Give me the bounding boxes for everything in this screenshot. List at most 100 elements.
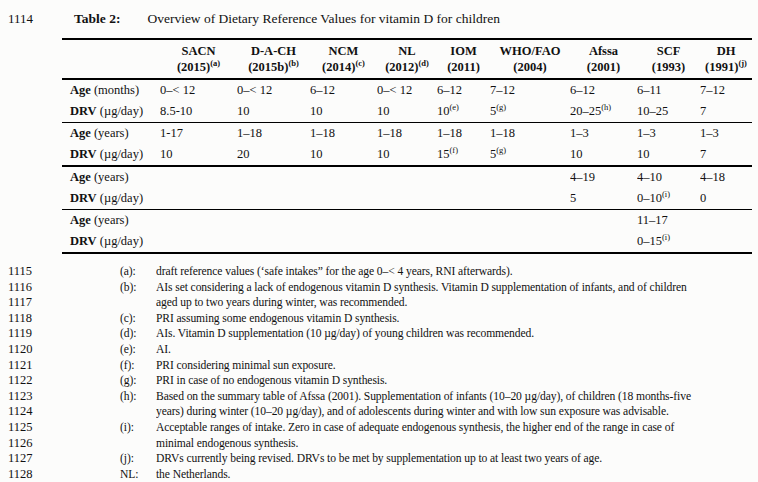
footnote-text: draft reference values (‘safe intakes” f… (156, 264, 758, 280)
row-label: Age (years) (62, 166, 160, 188)
table-cell: 1–3 (637, 123, 700, 145)
footnote-text: AIs. Vitamin D supplementation (10 µg/da… (156, 326, 758, 342)
table-cell: 20–25(h) (570, 101, 637, 123)
column-org-name: SACN (160, 43, 237, 59)
footnote-line: 1121(f):PRI considering minimal sun expo… (0, 358, 758, 374)
drv-table: SACN(2015)(a)D-A-CH(2015b)(b)NCM(2014)(c… (62, 38, 752, 254)
table-cell: 6–12 (437, 79, 490, 101)
table-cell (160, 166, 237, 188)
table-cell (237, 188, 310, 210)
footnote-line: 1117aged up to two years during winter, … (0, 295, 758, 311)
row-label: DRV (µg/day) (62, 144, 160, 166)
table-cell: 6–12 (310, 79, 377, 101)
table-cell: 10 (377, 144, 437, 166)
footnote-marker: (a): (120, 264, 156, 280)
corner-cell (62, 39, 160, 79)
column-header: SACN(2015)(a) (160, 39, 237, 79)
table-cell: 10 (377, 101, 437, 123)
footnote-text: Acceptable ranges of intake. Zero in cas… (156, 420, 758, 436)
footnote-line: 1116(b):AIs set considering a lack of en… (0, 280, 758, 296)
footnote-line-number: 1123 (0, 389, 120, 405)
footnote-line: 1120(e):AI. (0, 342, 758, 358)
table-cell: 1–18 (437, 123, 490, 145)
column-year: (2014)(c) (310, 59, 377, 75)
table-cell (160, 188, 237, 210)
footnote-marker: (i): (120, 420, 156, 436)
footnote-text: PRI assuming some endogenous vitamin D s… (156, 311, 758, 327)
footnote-text: Based on the summary table of Afssa (200… (156, 389, 758, 405)
table-cell (377, 231, 437, 253)
footnote-line-number: 1116 (0, 280, 120, 296)
table-cell (490, 166, 570, 188)
table-cell (310, 231, 377, 253)
table-row: Age (years)4–194–104–18 (62, 166, 752, 188)
footnote-line-number: 1121 (0, 358, 120, 374)
footnote-line: 1126 minimal endogenous synthesis. (0, 436, 758, 452)
row-label: DRV (µg/day) (62, 188, 160, 210)
footnote-line: 1124years) during winter (10–20 µg/day),… (0, 404, 758, 420)
table-cell: 1–18 (237, 123, 310, 145)
table-cell: 15(f) (437, 144, 490, 166)
table-cell (490, 188, 570, 210)
footnote-line-number: 1120 (0, 342, 120, 358)
table-cell (237, 231, 310, 253)
footnote-line: 1119(d):AIs. Vitamin D supplementation (… (0, 326, 758, 342)
table-cell: 4–10 (637, 166, 700, 188)
table-cell (160, 210, 237, 232)
footnote-marker: (b): (120, 280, 156, 296)
footnote-line-number: 1124 (0, 404, 120, 420)
table-cell: 0–15(i) (637, 231, 700, 253)
footnote-line-number: 1122 (0, 373, 120, 389)
footnote-marker (120, 404, 156, 420)
table-cell: 1–3 (700, 123, 752, 145)
table-cell: 4–18 (700, 166, 752, 188)
table-cell (377, 210, 437, 232)
column-year: (2004) (490, 59, 570, 75)
footnote-marker: (d): (120, 326, 156, 342)
table-cell: 10(e) (437, 101, 490, 123)
footnote-text: PRI considering minimal sun exposure. (156, 358, 758, 374)
column-year: (2012)(d) (377, 59, 437, 75)
table-cell (377, 166, 437, 188)
row-label: DRV (µg/day) (62, 101, 160, 123)
column-org-name: Afssa (570, 43, 637, 59)
column-header: Afssa(2001) (570, 39, 637, 79)
table-cell: 7 (700, 101, 752, 123)
column-year: (1991)(j) (700, 59, 752, 75)
table-cell: 10 (237, 101, 310, 123)
table-cell: 6–12 (570, 79, 637, 101)
footnote-marker: (j): (120, 451, 156, 467)
table-cell: 0–< 12 (377, 79, 437, 101)
footnote-marker (120, 295, 156, 311)
table-cell: 1–18 (310, 123, 377, 145)
table-title-row: 1114Table 2:Overview of Dietary Referenc… (0, 0, 758, 29)
table-label: Table 2: (74, 11, 120, 26)
row-label: Age (years) (62, 210, 160, 232)
table-cell: 0 (700, 188, 752, 210)
footnote-line-number: 1127 (0, 451, 120, 467)
table-cell: 10–25 (637, 101, 700, 123)
table-cell (490, 231, 570, 253)
line-number: 1114 (8, 9, 74, 29)
table-cell (437, 210, 490, 232)
table-cell: 1-17 (160, 123, 237, 145)
footnote-marker: (h): (120, 389, 156, 405)
footnote-line-number: 1119 (0, 326, 120, 342)
column-org-name: DH (700, 43, 752, 59)
table-cell (490, 210, 570, 232)
footnote-line-number: 1126 (0, 436, 120, 452)
table-row: Age (months)0–< 120–< 126–120–< 126–127–… (62, 79, 752, 101)
table-cell: 10 (570, 144, 637, 166)
footnote-line-number: 1115 (0, 264, 120, 280)
footnote-text: AI. (156, 342, 758, 358)
footnote-line-number: 1118 (0, 311, 120, 327)
column-header: WHO/FAO(2004) (490, 39, 570, 79)
footnote-text: minimal endogenous synthesis. (156, 436, 758, 452)
footnote-line: 1127(j):DRVs currently being revised. DR… (0, 451, 758, 467)
table-cell: 7 (700, 144, 752, 166)
table-cell: 11–17 (637, 210, 700, 232)
table-cell: 20 (237, 144, 310, 166)
table-header-row: SACN(2015)(a)D-A-CH(2015b)(b)NCM(2014)(c… (62, 39, 752, 79)
table-cell: 5(g) (490, 144, 570, 166)
table-cell: 1–18 (377, 123, 437, 145)
